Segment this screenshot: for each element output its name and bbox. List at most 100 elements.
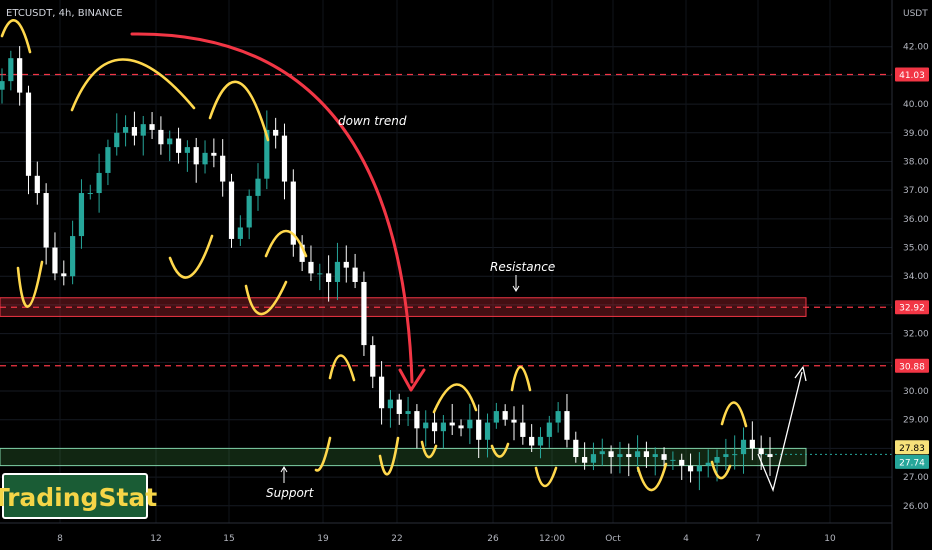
x-tick-label: 8 xyxy=(57,534,63,544)
pattern-curve xyxy=(710,460,732,480)
y-tick-label: 36.00 xyxy=(903,215,929,225)
x-tick-label: 12 xyxy=(150,534,161,544)
y-tick-label: 37.00 xyxy=(903,186,929,196)
candle-body xyxy=(740,439,747,455)
candle-body xyxy=(476,419,482,440)
candle-body xyxy=(237,227,243,239)
price-badge-label: 32.92 xyxy=(899,304,925,314)
pattern-curve xyxy=(70,58,196,112)
pattern-curve xyxy=(378,436,400,476)
pattern-curve xyxy=(0,19,32,54)
candle-body xyxy=(582,457,588,463)
candle-body xyxy=(599,451,605,455)
support-label: Support xyxy=(266,486,315,500)
candle-body xyxy=(34,175,40,194)
x-tick-label: 10 xyxy=(824,534,836,544)
pattern-curve xyxy=(420,440,438,459)
candle-body xyxy=(264,129,270,179)
zone-layer xyxy=(0,297,807,467)
candle-body xyxy=(643,451,650,458)
pattern-curve xyxy=(168,234,214,279)
x-tick-label: 12:00 xyxy=(539,534,565,544)
candle-body xyxy=(537,436,544,446)
candle-body xyxy=(661,454,667,460)
candle-body xyxy=(502,411,508,420)
candle-body xyxy=(370,345,376,377)
candle-body xyxy=(246,195,252,228)
down-trend-arrow-head xyxy=(398,368,426,392)
y-tick-label: 39.00 xyxy=(903,129,929,139)
candle-body xyxy=(511,419,517,423)
candle-body xyxy=(131,127,138,136)
price-badge-label: 27.74 xyxy=(899,458,925,468)
candle-body xyxy=(211,152,217,156)
candle-body xyxy=(493,411,499,423)
candle-body xyxy=(467,419,473,429)
candle-body xyxy=(529,436,535,446)
candle-body xyxy=(573,439,579,458)
candle-body xyxy=(299,244,305,262)
price-badge-label: 30.88 xyxy=(899,362,925,372)
support-pointer xyxy=(280,466,288,483)
pattern-curve xyxy=(314,436,332,472)
down-trend-arrow xyxy=(130,32,414,384)
pattern-curve xyxy=(720,401,748,428)
y-tick-label: 42.00 xyxy=(903,43,929,53)
pattern-curve xyxy=(244,280,288,316)
candle-body xyxy=(687,465,694,472)
symbol-header: ETCUSDT, 4h, BINANCE xyxy=(6,8,123,19)
candle-body xyxy=(484,422,491,440)
candle-body xyxy=(670,459,676,461)
price-badge-label: 27.83 xyxy=(899,444,925,454)
candle-body xyxy=(626,454,632,458)
pattern-curve xyxy=(490,442,510,458)
logo-text: TradingStat xyxy=(0,483,157,512)
candle-body xyxy=(343,261,349,268)
price-badge xyxy=(895,300,929,315)
candle-body xyxy=(0,81,5,90)
candle-body xyxy=(193,147,199,165)
candle-body xyxy=(608,451,614,458)
pattern-curve xyxy=(510,365,532,392)
y-tick-label: 26.00 xyxy=(903,502,929,512)
candle-body xyxy=(255,178,261,196)
pattern-curve xyxy=(636,462,668,492)
candle-body xyxy=(105,147,111,173)
support-zone xyxy=(0,447,807,467)
candle-body xyxy=(749,439,755,449)
candle-body xyxy=(679,459,685,466)
y-tick-label: 30.00 xyxy=(903,387,929,397)
candle-body xyxy=(149,124,155,130)
x-tick-label: 7 xyxy=(755,534,761,544)
annotations-layer xyxy=(0,19,807,493)
candle-body xyxy=(140,124,146,136)
y-tick-label: 27.00 xyxy=(903,473,929,483)
candle-body xyxy=(52,247,58,274)
candle-body xyxy=(732,454,738,456)
y-tick-label: 40.00 xyxy=(903,100,929,110)
candles-layer xyxy=(0,46,773,491)
candle-body xyxy=(634,451,641,458)
candle-body xyxy=(423,422,429,429)
candle-body xyxy=(308,261,314,274)
x-tick-label: 19 xyxy=(317,534,329,544)
candle-body xyxy=(326,273,332,282)
candle-body xyxy=(431,422,438,432)
candle-body xyxy=(122,127,129,133)
resistance-pointer xyxy=(512,275,520,292)
candle-body xyxy=(352,267,358,282)
candle-body xyxy=(184,147,190,153)
price-badge xyxy=(895,67,929,82)
y-tick-label: 35.00 xyxy=(903,244,929,254)
candle-body xyxy=(317,273,323,275)
x-tick-label: Oct xyxy=(605,534,621,544)
pattern-curve xyxy=(534,466,558,488)
candle-body xyxy=(167,138,173,145)
candle-body xyxy=(458,425,464,429)
y-tick-label: 34.00 xyxy=(903,272,929,282)
candle-body xyxy=(555,411,561,423)
candle-body xyxy=(202,152,208,165)
